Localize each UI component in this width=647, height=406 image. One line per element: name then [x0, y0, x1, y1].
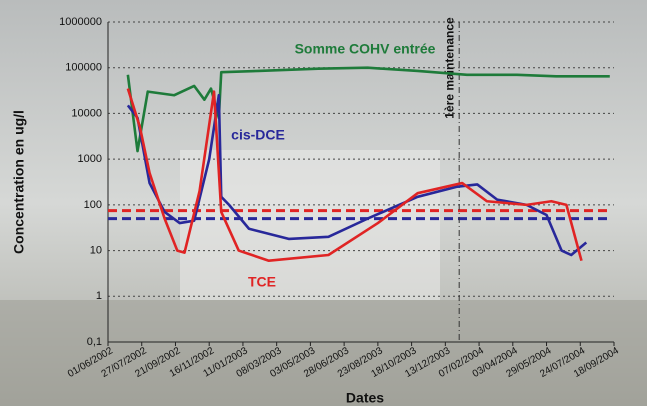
- y-tick-label: 100: [84, 199, 102, 211]
- y-tick-label: 1000: [78, 153, 102, 165]
- x-axis-title: Dates: [346, 390, 384, 406]
- y-tick-label: 1000000: [59, 16, 102, 28]
- y-axis-title: Concentration en ug/l: [11, 110, 27, 254]
- event-label: 1ère maintenance: [442, 17, 456, 119]
- chart: Concentration en ug/l Dates 0,1 1 10 100 100…: [0, 0, 647, 406]
- y-tick-label: 10: [90, 244, 102, 256]
- y-tick-label: 0,1: [87, 336, 102, 348]
- series-label: TCE: [248, 274, 276, 290]
- series-label: Somme COHV entrée: [295, 41, 436, 57]
- y-tick-label: 10000: [71, 107, 102, 119]
- y-tick-label: 100000: [65, 62, 102, 74]
- y-tick-label: 1: [96, 290, 102, 302]
- series-label: cis-DCE: [231, 127, 285, 143]
